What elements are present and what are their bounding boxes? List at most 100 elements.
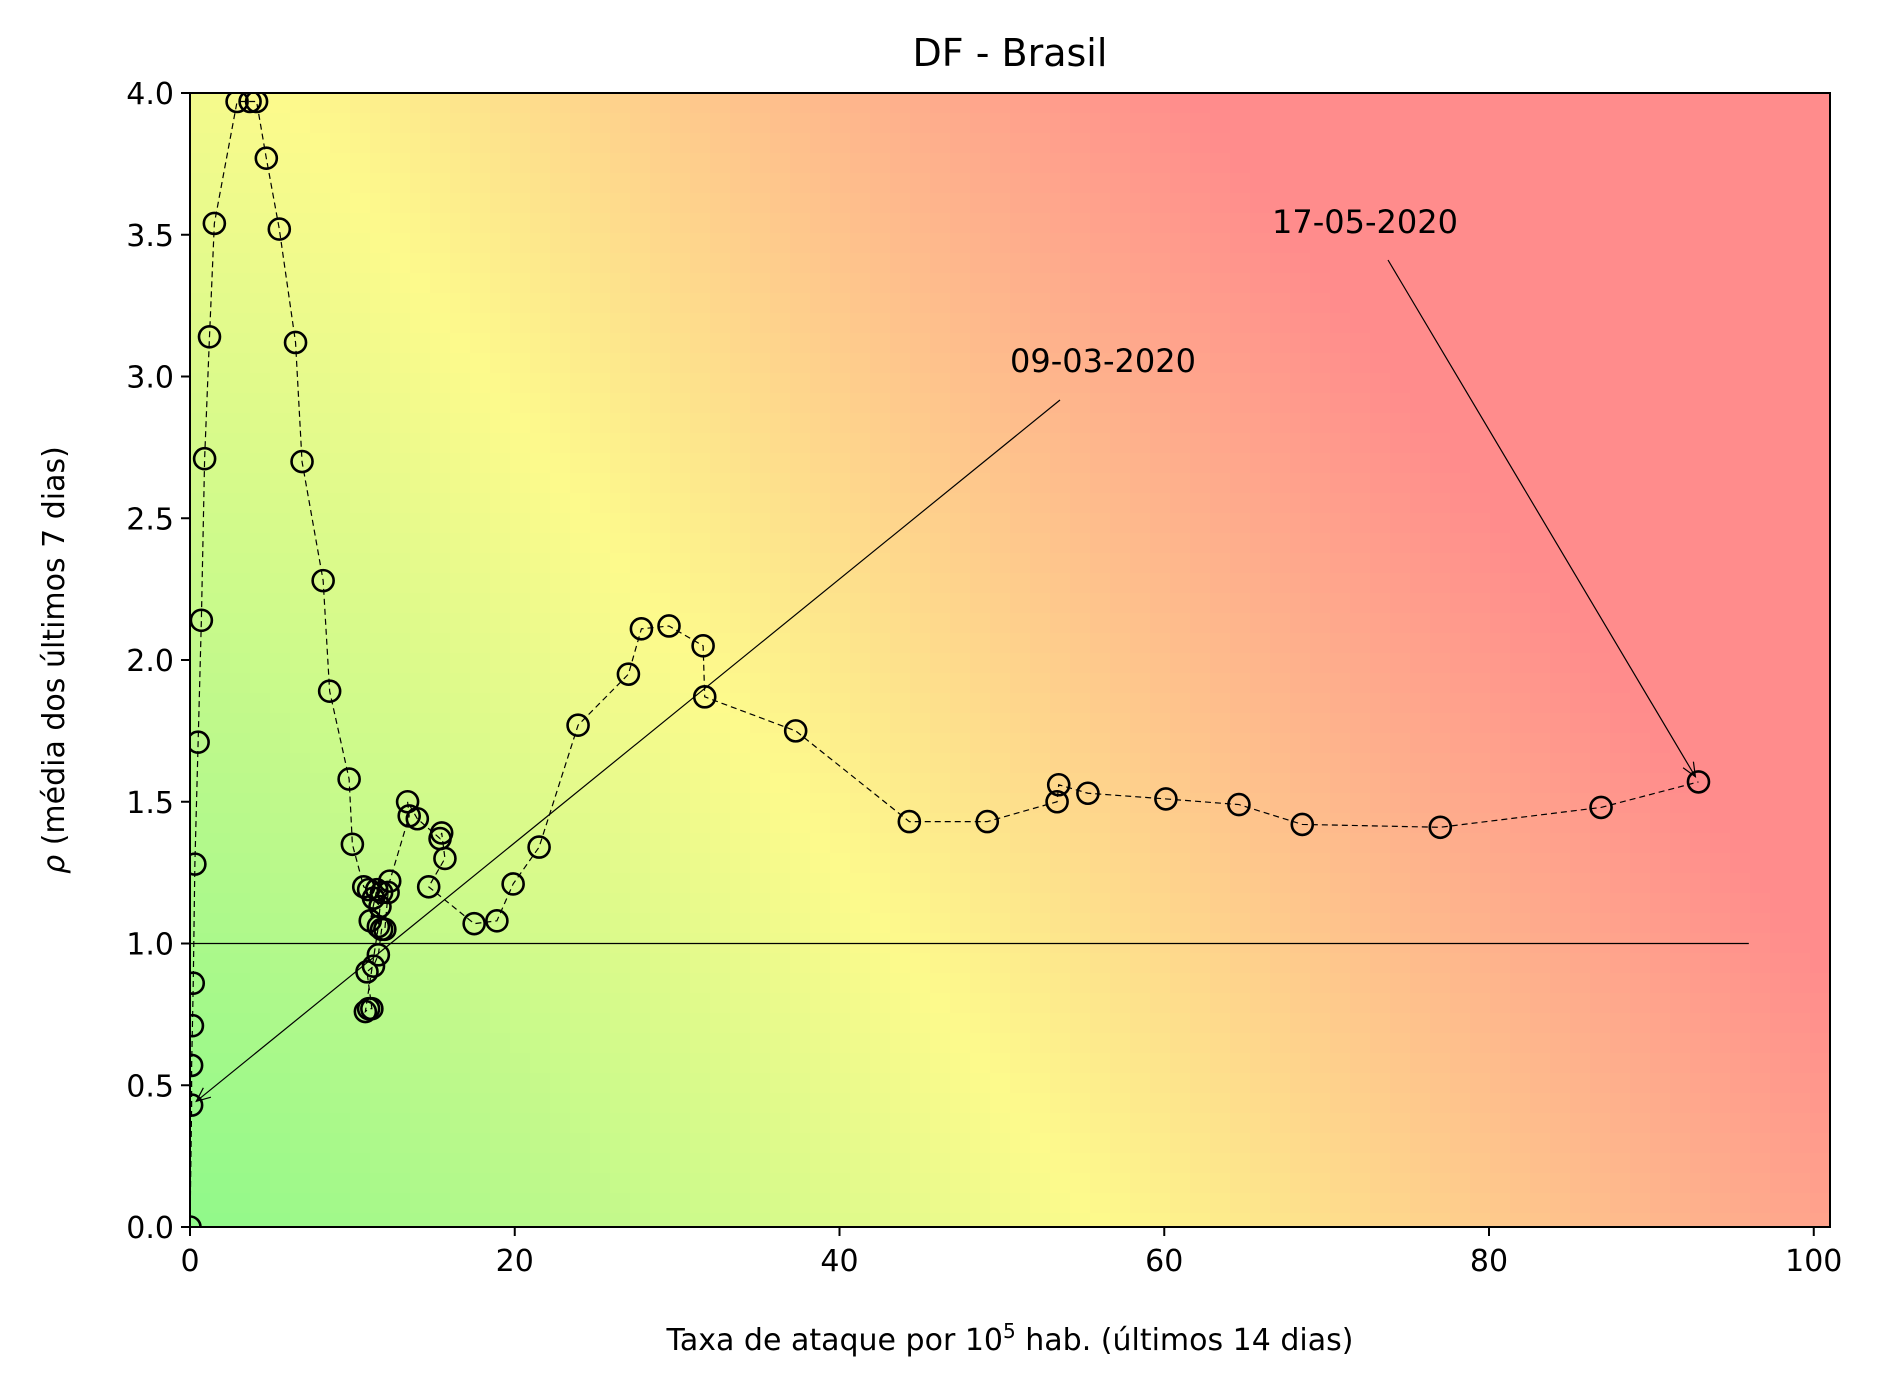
background-cell	[750, 1153, 771, 1174]
background-cell	[850, 493, 871, 514]
background-cell	[190, 693, 211, 714]
background-cell	[1790, 733, 1811, 754]
background-cell	[530, 293, 551, 314]
background-cell	[990, 573, 1011, 594]
background-cell	[1350, 693, 1371, 714]
background-cell	[270, 1153, 291, 1174]
background-cell	[1570, 893, 1591, 914]
background-cell	[690, 1213, 711, 1227]
background-cell	[1230, 353, 1251, 374]
background-cell	[1810, 653, 1830, 674]
background-cell	[1270, 1033, 1291, 1054]
background-cell	[1430, 1153, 1451, 1174]
background-cell	[950, 1193, 971, 1214]
background-cell	[1490, 293, 1511, 314]
background-cell	[570, 253, 591, 274]
background-cell	[1270, 353, 1291, 374]
background-cell	[1570, 1053, 1591, 1074]
background-cell	[1150, 713, 1171, 734]
background-cell	[510, 873, 531, 894]
background-cell	[1730, 1073, 1751, 1094]
background-cell	[790, 1033, 811, 1054]
background-cell	[1030, 173, 1051, 194]
background-cell	[870, 493, 891, 514]
background-cell	[1610, 1033, 1631, 1054]
background-cell	[1130, 713, 1151, 734]
background-cell	[410, 253, 431, 274]
background-cell	[550, 1113, 571, 1134]
background-cell	[830, 513, 851, 534]
background-cell	[1350, 1173, 1371, 1194]
background-cell	[1170, 533, 1191, 554]
background-cell	[1570, 533, 1591, 554]
background-cell	[550, 1093, 571, 1114]
background-cell	[570, 1073, 591, 1094]
background-cell	[1710, 1213, 1731, 1227]
background-cell	[1050, 1113, 1071, 1134]
background-cell	[1750, 1173, 1771, 1194]
background-cell	[350, 473, 371, 494]
background-cell	[1670, 493, 1691, 514]
background-cell	[1230, 553, 1251, 574]
background-cell	[1570, 293, 1591, 314]
background-cell	[1370, 633, 1391, 654]
background-cell	[1190, 793, 1211, 814]
background-cell	[1190, 413, 1211, 434]
background-cell	[530, 213, 551, 234]
background-cell	[1010, 493, 1031, 514]
y-axis-label: ρ (média dos últimos 7 dias)	[37, 446, 72, 874]
background-cell	[730, 773, 751, 794]
background-cell	[570, 273, 591, 294]
background-cell	[670, 473, 691, 494]
background-cell	[710, 453, 731, 474]
background-cell	[310, 673, 331, 694]
background-cell	[730, 833, 751, 854]
background-cell	[1090, 1133, 1111, 1154]
background-cell	[1270, 1073, 1291, 1094]
background-cell	[1150, 393, 1171, 414]
background-cell	[1250, 613, 1271, 634]
background-cell	[290, 433, 311, 454]
background-cell	[1650, 833, 1671, 854]
background-cell	[650, 593, 671, 614]
background-cell	[1130, 1153, 1151, 1174]
background-cell	[1390, 873, 1411, 894]
background-cell	[750, 593, 771, 614]
background-cell	[1110, 1073, 1131, 1094]
background-cell	[890, 1013, 911, 1034]
background-cell	[410, 113, 431, 134]
background-cell	[1770, 393, 1791, 414]
background-cell	[290, 713, 311, 734]
background-cell	[1610, 1173, 1631, 1194]
background-cell	[1170, 253, 1191, 274]
background-cell	[670, 113, 691, 134]
background-cell	[690, 773, 711, 794]
background-cell	[850, 833, 871, 854]
background-cell	[1590, 533, 1611, 554]
background-cell	[1610, 473, 1631, 494]
background-cell	[570, 853, 591, 874]
background-cell	[710, 1093, 731, 1114]
background-cell	[470, 373, 491, 394]
background-cell	[770, 1033, 791, 1054]
background-cell	[750, 173, 771, 194]
background-cell	[1730, 93, 1751, 114]
background-cell	[1570, 733, 1591, 754]
background-cell	[530, 1153, 551, 1174]
background-cell	[1450, 273, 1471, 294]
background-cell	[630, 93, 651, 114]
background-cell	[850, 1053, 871, 1074]
background-cell	[1390, 1213, 1411, 1227]
background-cell	[1570, 753, 1591, 774]
background-cell	[1030, 1173, 1051, 1194]
background-cell	[1410, 173, 1431, 194]
background-cell	[1270, 733, 1291, 754]
background-cell	[570, 613, 591, 634]
background-cell	[990, 1073, 1011, 1094]
background-cell	[430, 1053, 451, 1074]
background-cell	[1670, 473, 1691, 494]
background-cell	[310, 593, 331, 614]
background-cell	[390, 733, 411, 754]
background-cell	[930, 653, 951, 674]
background-cell	[1250, 213, 1271, 234]
